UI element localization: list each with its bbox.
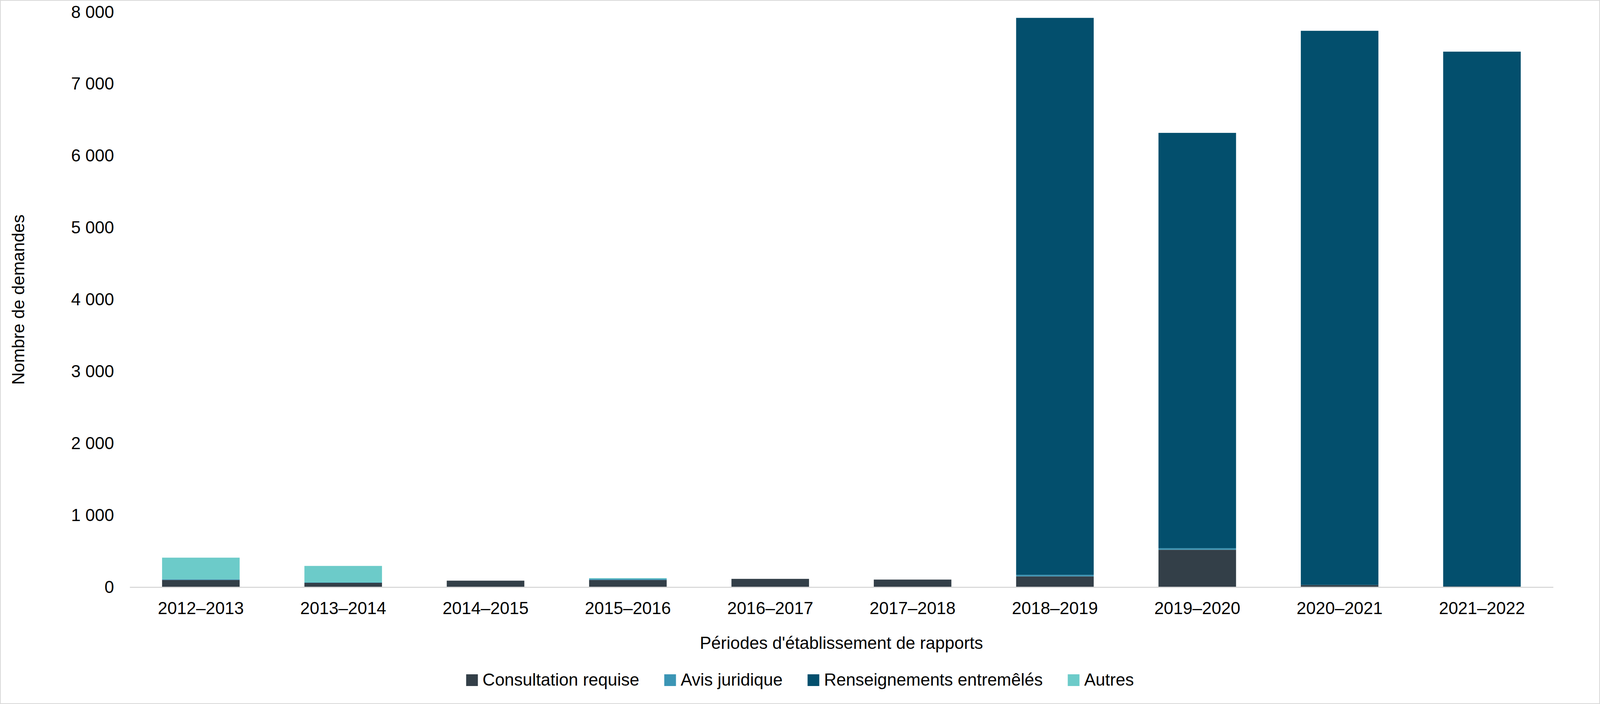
x-tick: 2018–2019 (1011, 586, 1098, 618)
legend-label: Avis juridique (680, 669, 783, 689)
legend-swatch (466, 673, 478, 686)
y-tick: 7 000 (71, 73, 130, 93)
bar (1016, 17, 1094, 575)
bar (1016, 17, 1094, 18)
bar (1300, 30, 1379, 585)
bar (446, 580, 525, 581)
bar (1158, 548, 1237, 550)
y-tick: 2 000 (71, 433, 130, 453)
bar (731, 578, 810, 579)
bar (589, 579, 667, 587)
x-tick-label: 2017–2018 (869, 598, 956, 618)
legend-swatch (1067, 673, 1080, 686)
legend-item: Avis juridique (664, 669, 783, 689)
x-tick: 2021–2022 (1439, 586, 1525, 618)
bar (589, 577, 667, 579)
x-tick-label: 2019–2020 (1154, 598, 1241, 618)
bar (873, 578, 952, 580)
x-tick-label: 2016–2017 (727, 598, 814, 618)
x-tick: 2017–2018 (869, 586, 956, 618)
x-tick: 2012–2013 (157, 586, 244, 618)
x-tick: 2020–2021 (1296, 586, 1383, 618)
y-tick-label: 1 000 (71, 505, 115, 525)
series (162, 557, 667, 583)
legend-item: Consultation requise (466, 669, 640, 689)
y-axis-line (129, 12, 131, 588)
y-tick-label: 8 000 (71, 2, 115, 22)
legend-swatch (664, 673, 677, 686)
legend-item: Autres (1067, 669, 1134, 689)
chart: 0 1 000 2 000 3 000 4 000 5 000 6 000 7 000 8 00… (0, 0, 1600, 704)
bar (731, 578, 810, 579)
legend-item: Renseignements entremêlés (807, 669, 1043, 689)
bars (162, 17, 1521, 587)
bar (731, 578, 810, 579)
bar (304, 582, 383, 587)
y-tick-label: 6 000 (71, 145, 115, 165)
y-axis-title: Nombre de demandes (8, 214, 28, 385)
x-tick: 2019–2020 (1154, 586, 1241, 618)
x-axis-line (130, 586, 1554, 588)
bar (1158, 132, 1237, 549)
legend-label: Autres (1083, 669, 1134, 689)
x-tick-label: 2021–2022 (1439, 598, 1525, 618)
y-tick: 8 000 (71, 2, 130, 22)
x-tick: 2016–2017 (727, 586, 814, 618)
bar (731, 578, 810, 587)
y-tick: 0 (104, 576, 130, 597)
y-tick-label: 5 000 (71, 217, 115, 237)
y-tick: 4 000 (71, 289, 130, 309)
bar (1300, 30, 1379, 31)
bar (446, 580, 525, 587)
bar (1158, 132, 1237, 133)
legend-label: Consultation requise (482, 669, 640, 689)
y-tick-label: 2 000 (71, 433, 115, 453)
bar (162, 579, 240, 587)
series (1016, 17, 1521, 586)
x-tick-label: 2012–2013 (157, 598, 244, 618)
legend-label: Renseignements entremêlés (823, 669, 1043, 689)
y-tick: 6 000 (71, 145, 130, 165)
bar (446, 580, 525, 581)
x-axis: 2012–2013 2013–2014 2014–2015 2015–2016 2016… (130, 586, 1554, 618)
bar (873, 578, 952, 580)
bar (1016, 574, 1094, 577)
x-axis-title: Périodes d'établissement de rapports (699, 632, 983, 652)
x-tick: 2013–2014 (300, 586, 386, 618)
y-tick-label: 7 000 (71, 73, 115, 93)
bar (304, 565, 383, 583)
x-tick: 2014–2015 (442, 586, 529, 618)
y-axis: 0 1 000 2 000 3 000 4 000 5 000 6 000 7 000 8 00… (71, 2, 131, 597)
x-tick-label: 2020–2021 (1296, 598, 1383, 618)
bar (1443, 51, 1522, 586)
y-tick-label: 0 (104, 576, 115, 597)
y-tick: 3 000 (71, 361, 130, 381)
y-tick-label: 3 000 (71, 361, 115, 381)
bar (1443, 51, 1522, 52)
bar (446, 580, 525, 581)
x-tick: 2015–2016 (584, 586, 671, 618)
bar (1158, 549, 1237, 587)
bar (1016, 575, 1094, 587)
bar (873, 579, 952, 587)
y-tick: 1 000 (71, 505, 130, 525)
x-tick-label: 2018–2019 (1011, 598, 1098, 618)
legend-swatch (807, 673, 820, 686)
x-tick-label: 2014–2015 (442, 598, 529, 618)
legend: Consultation requise Avis juridique Rensei… (466, 669, 1134, 689)
bar (873, 578, 952, 580)
frame (0, 0, 1600, 704)
bar (162, 557, 240, 579)
y-tick-label: 4 000 (71, 289, 115, 309)
bar (162, 578, 240, 580)
bar (589, 578, 667, 580)
y-tick: 5 000 (71, 217, 130, 237)
x-tick-label: 2013–2014 (300, 598, 386, 618)
x-tick-label: 2015–2016 (584, 598, 671, 618)
